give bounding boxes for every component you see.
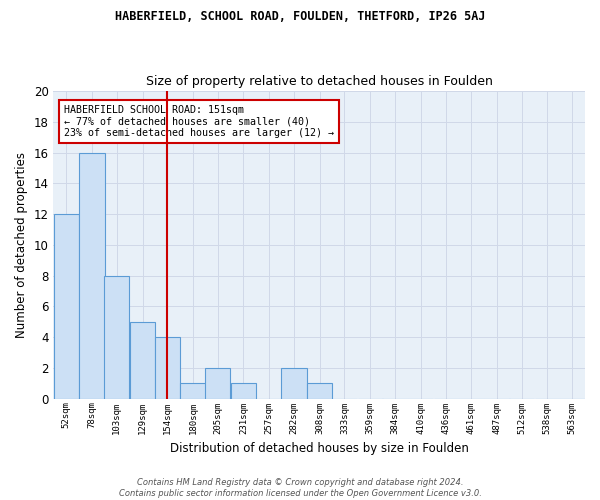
X-axis label: Distribution of detached houses by size in Foulden: Distribution of detached houses by size …	[170, 442, 469, 455]
Title: Size of property relative to detached houses in Foulden: Size of property relative to detached ho…	[146, 76, 493, 88]
Bar	[281, 368, 307, 398]
Bar	[53, 214, 79, 398]
Text: HABERFIELD SCHOOL ROAD: 151sqm
← 77% of detached houses are smaller (40)
23% of : HABERFIELD SCHOOL ROAD: 151sqm ← 77% of …	[64, 105, 334, 138]
Text: HABERFIELD, SCHOOL ROAD, FOULDEN, THETFORD, IP26 5AJ: HABERFIELD, SCHOOL ROAD, FOULDEN, THETFO…	[115, 10, 485, 23]
Bar	[181, 384, 206, 398]
Bar	[205, 368, 230, 398]
Bar	[79, 152, 104, 398]
Bar	[307, 384, 332, 398]
Bar	[104, 276, 130, 398]
Y-axis label: Number of detached properties: Number of detached properties	[15, 152, 28, 338]
Bar	[155, 337, 180, 398]
Bar	[130, 322, 155, 398]
Text: Contains HM Land Registry data © Crown copyright and database right 2024.
Contai: Contains HM Land Registry data © Crown c…	[119, 478, 481, 498]
Bar	[231, 384, 256, 398]
